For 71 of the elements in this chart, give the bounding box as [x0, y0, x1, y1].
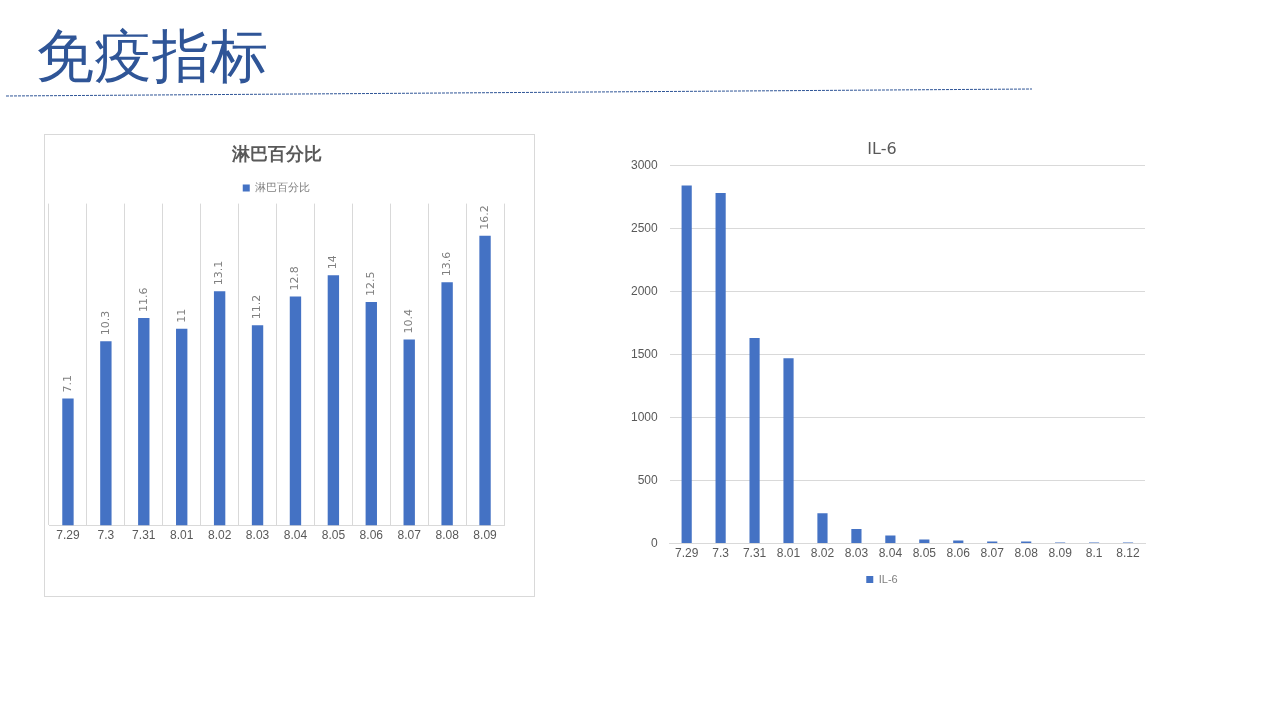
x-tick-label: 7.29 — [56, 528, 80, 543]
x-tick-label: 8.06 — [359, 528, 384, 543]
x-tick-label: 8.09 — [473, 528, 498, 543]
bar — [851, 529, 862, 544]
chart-title: IL-6 — [867, 138, 897, 158]
x-tick-label: 8.09 — [1048, 546, 1073, 561]
x-tick-label: 8.07 — [980, 546, 1005, 561]
bar — [62, 398, 74, 526]
bar — [919, 539, 930, 544]
bar — [817, 513, 828, 544]
x-tick-label: 7.31 — [742, 546, 767, 561]
y-tick-label: 2500 — [630, 220, 659, 235]
bar — [403, 339, 415, 526]
data-label: 13.6 — [439, 251, 453, 277]
x-tick-label: 7.29 — [674, 546, 699, 561]
x-tick-label: 8.02 — [207, 528, 232, 543]
x-tick-label: 8.07 — [397, 528, 422, 543]
legend-label: 淋巴百分比 — [255, 181, 311, 194]
bar — [749, 338, 760, 544]
data-label: 10.3 — [98, 310, 112, 336]
data-label: 10.4 — [402, 309, 416, 334]
x-tick-label: 8.12 — [1116, 546, 1141, 561]
x-tick-label: 8.01 — [776, 546, 801, 561]
x-tick-label: 8.03 — [844, 546, 869, 561]
x-tick-label: 8.05 — [321, 528, 346, 543]
x-tick-label: 8.03 — [245, 528, 270, 543]
x-tick-label: 8.02 — [810, 546, 835, 561]
bar — [715, 192, 726, 544]
data-label: 7.1 — [60, 375, 74, 393]
bar — [365, 301, 377, 526]
data-label: 12.8 — [288, 266, 302, 291]
bar — [138, 318, 150, 526]
data-label: 11.2 — [250, 294, 264, 320]
bar — [953, 540, 964, 544]
data-label: 12.5 — [364, 271, 378, 296]
x-tick-label: 8.04 — [878, 546, 903, 561]
x-tick-label: 8.1 — [1085, 546, 1103, 561]
bar — [479, 235, 491, 526]
bar — [100, 341, 112, 526]
y-tick-label: 0 — [651, 535, 659, 550]
y-tick-label: 1000 — [630, 409, 659, 424]
bar — [251, 325, 264, 526]
y-tick-label: 3000 — [630, 157, 659, 172]
data-label: 14 — [326, 255, 340, 270]
data-label: 11 — [174, 308, 188, 323]
y-tick-label: 2000 — [630, 283, 659, 298]
bar — [176, 328, 188, 526]
x-tick-label: 8.04 — [283, 528, 308, 543]
x-tick-label: 8.01 — [170, 528, 194, 543]
x-tick-label: 8.08 — [1014, 546, 1039, 561]
chart-title: 淋巴百分比 — [230, 143, 322, 165]
data-label: 16.2 — [477, 205, 491, 230]
y-tick-label: 500 — [637, 472, 659, 487]
bar — [213, 291, 226, 526]
data-label: 13.1 — [212, 260, 226, 286]
x-tick-label: 8.05 — [912, 546, 937, 561]
bar — [885, 535, 896, 544]
x-tick-label: 8.08 — [435, 528, 460, 543]
x-tick-label: 7.3 — [712, 546, 730, 561]
x-tick-label: 7.3 — [97, 528, 115, 543]
bar — [681, 185, 692, 544]
legend-label: IL-6 — [878, 572, 898, 585]
bar — [441, 282, 453, 526]
bar — [327, 275, 340, 526]
bar — [289, 296, 302, 526]
text: 免疫指标 — [36, 21, 268, 92]
y-tick-label: 1500 — [630, 346, 659, 361]
data-label: 11.6 — [136, 287, 150, 313]
x-tick-label: 8.06 — [946, 546, 971, 561]
x-tick-label: 7.31 — [132, 528, 156, 543]
bar — [783, 358, 794, 544]
